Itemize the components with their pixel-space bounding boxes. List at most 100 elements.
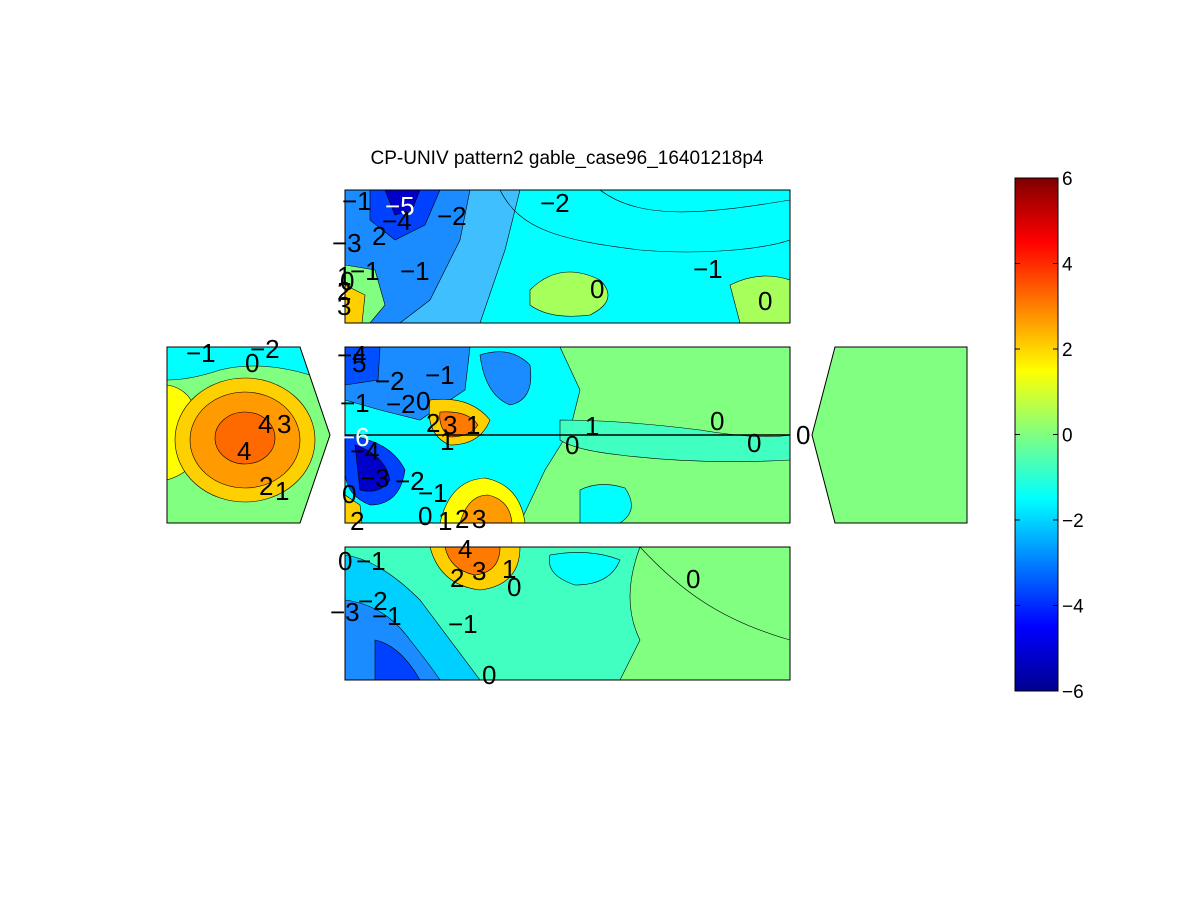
- colorbar-tick-label: 4: [1062, 255, 1073, 276]
- wall-main-contour-label: −1: [418, 478, 448, 508]
- wall-main-contour-label: −6: [340, 422, 370, 452]
- roof-windward-contour-band: [384, 190, 421, 216]
- wall-main-contour-band: [579, 484, 632, 523]
- colorbar-tick-label: 6: [1062, 169, 1073, 190]
- roof-windward-contour-line: [599, 190, 790, 213]
- roof-windward-frame: [344, 189, 791, 324]
- wall-main-contour-label: 0: [710, 406, 724, 436]
- wall-right-gable-surface: [811, 346, 968, 524]
- roof-leeward-frame: [344, 546, 791, 681]
- wall-main-contour-label: 0: [342, 479, 356, 509]
- wall-left-gable-contour-label: 4: [258, 409, 272, 439]
- roof-windward-contour-label: −5: [385, 191, 415, 221]
- roof-windward-contour-label: 0: [590, 274, 604, 304]
- roof-windward-contour-label: −2: [540, 188, 570, 218]
- wall-main-contour-label: −1: [340, 388, 370, 418]
- wall-left-gable-contour-band: [214, 411, 276, 465]
- wall-main-contour-label: 0: [565, 430, 579, 460]
- wall-main-contour-label: −4: [337, 340, 367, 370]
- wall-main-contour-label: 1: [438, 506, 452, 536]
- roof-windward-contour-label: 0: [758, 286, 772, 316]
- roof-leeward-contour-label: −1: [356, 546, 386, 576]
- roof-windward-contour-label: −4: [382, 206, 412, 236]
- wall-main-contour-label: 1: [585, 411, 599, 441]
- wall-main-contour-band: [459, 494, 513, 523]
- chart-title: CP-UNIV pattern2 gable_case96_16401218p4: [371, 148, 764, 169]
- roof-leeward-contour-label: 1: [502, 554, 516, 584]
- wall-left-gable-contour-label: 2: [259, 471, 273, 501]
- wall-left-gable-contour-label: −1: [186, 338, 216, 368]
- roof-windward-contour-label: −1: [400, 256, 430, 286]
- wall-main-contour-label: −2: [375, 366, 405, 396]
- roof-windward-contour-label: 1: [337, 261, 351, 291]
- roof-leeward-contour-label: 0: [482, 660, 496, 690]
- wall-main-contour-label: 0: [747, 428, 761, 458]
- wall-main-contour-label: −1: [425, 360, 455, 390]
- wall-main-contour-label: 2: [455, 504, 469, 534]
- wall-left-gable-frame: [166, 346, 331, 524]
- panel-roof-leeward: [345, 547, 790, 680]
- panel-wall-right-gable: [811, 346, 968, 524]
- roof-leeward-contour-band: [444, 547, 501, 576]
- roof-leeward-contour-label: 2: [450, 563, 464, 593]
- wall-main-contour-label: 2: [350, 506, 364, 536]
- roof-leeward-contour-label: −3: [330, 597, 360, 627]
- colorbar-tick-label: −6: [1062, 682, 1084, 703]
- roof-windward-contour-label: 3: [337, 291, 351, 321]
- wall-main-contour-label: 3: [443, 410, 457, 440]
- wall-main-contour-band: [559, 419, 790, 462]
- colorbar-tick-label: −2: [1062, 511, 1084, 532]
- wall-main-contour-label: −3: [360, 463, 390, 493]
- wall-left-gable-contour-label: 0: [245, 348, 259, 378]
- wall-main-frame: [344, 346, 791, 524]
- roof-windward-contour-label: −1: [350, 256, 380, 286]
- wall-main-contour-label: 2: [426, 408, 440, 438]
- wall-main-contour-band: [345, 494, 363, 523]
- wall-left-gable-contour-label: 4: [237, 436, 251, 466]
- wall-main-contour-band: [345, 347, 381, 386]
- colorbar-gradient: [1014, 177, 1059, 692]
- roof-windward-contour-label: −3: [332, 228, 362, 258]
- roof-leeward-contour-label: 4: [458, 534, 472, 564]
- panel-wall-main: [345, 347, 790, 523]
- roof-windward-contour-label: −2: [437, 201, 467, 231]
- roof-leeward-contour-band: [548, 552, 621, 586]
- wall-main-contour-label: 5: [352, 348, 366, 378]
- wall-left-gable-contour-label: 3: [277, 409, 291, 439]
- wall-main-contour-label: 0: [416, 386, 430, 416]
- wall-main-contour-label: −2: [386, 389, 416, 419]
- roof-leeward-contour-band: [374, 639, 421, 680]
- contour-labels: −1 −5 −4 −2 −2 −3 2 −1 −1 0 −1 0 1 2 3 0…: [186, 186, 810, 690]
- roof-windward-contour-band: [729, 275, 790, 323]
- wall-main-contour-label: 1: [466, 410, 480, 440]
- wall-main-contour-label: −4: [350, 436, 380, 466]
- roof-windward-contour-line: [499, 190, 790, 253]
- wall-main-contour-label: 1: [440, 426, 454, 456]
- roof-leeward-contour-band: [345, 599, 441, 680]
- roof-leeward-contour-line: [639, 547, 790, 641]
- wall-left-gable-contour-band: [167, 347, 311, 381]
- wall-main-contour-label: 3: [472, 504, 486, 534]
- roof-leeward-contour-label: 0: [507, 572, 521, 602]
- roof-leeward-contour-label: 0: [338, 546, 352, 576]
- roof-windward-contour-band: [345, 284, 366, 323]
- roof-windward-contour-label: −1: [693, 254, 723, 284]
- roof-windward-contour-label: −1: [342, 186, 372, 216]
- roof-windward-contour-band: [529, 271, 609, 317]
- wall-main-contour-label: 0: [796, 420, 810, 450]
- wall-left-gable-contour-label: 1: [275, 476, 289, 506]
- colorbar-ticks: 6 4 2 0 −2 −4 −6: [1015, 169, 1084, 703]
- roof-leeward-contour-label: 0: [686, 564, 700, 594]
- roof-windward-contour-label: 2: [337, 276, 351, 306]
- wall-main-contour-band: [439, 411, 479, 438]
- colorbar-tick-label: 2: [1062, 340, 1073, 361]
- roof-leeward-contour-label: 3: [472, 556, 486, 586]
- panel-wall-left-gable: [167, 347, 330, 523]
- roof-windward-contour-label: 2: [372, 221, 386, 251]
- wall-left-gable-contour-label: −2: [250, 334, 280, 364]
- panel-roof-windward: [345, 190, 790, 323]
- roof-leeward-contour-label: −1: [372, 601, 402, 631]
- roof-leeward-contour-label: −1: [448, 609, 478, 639]
- wall-main-contour-band: [479, 351, 532, 406]
